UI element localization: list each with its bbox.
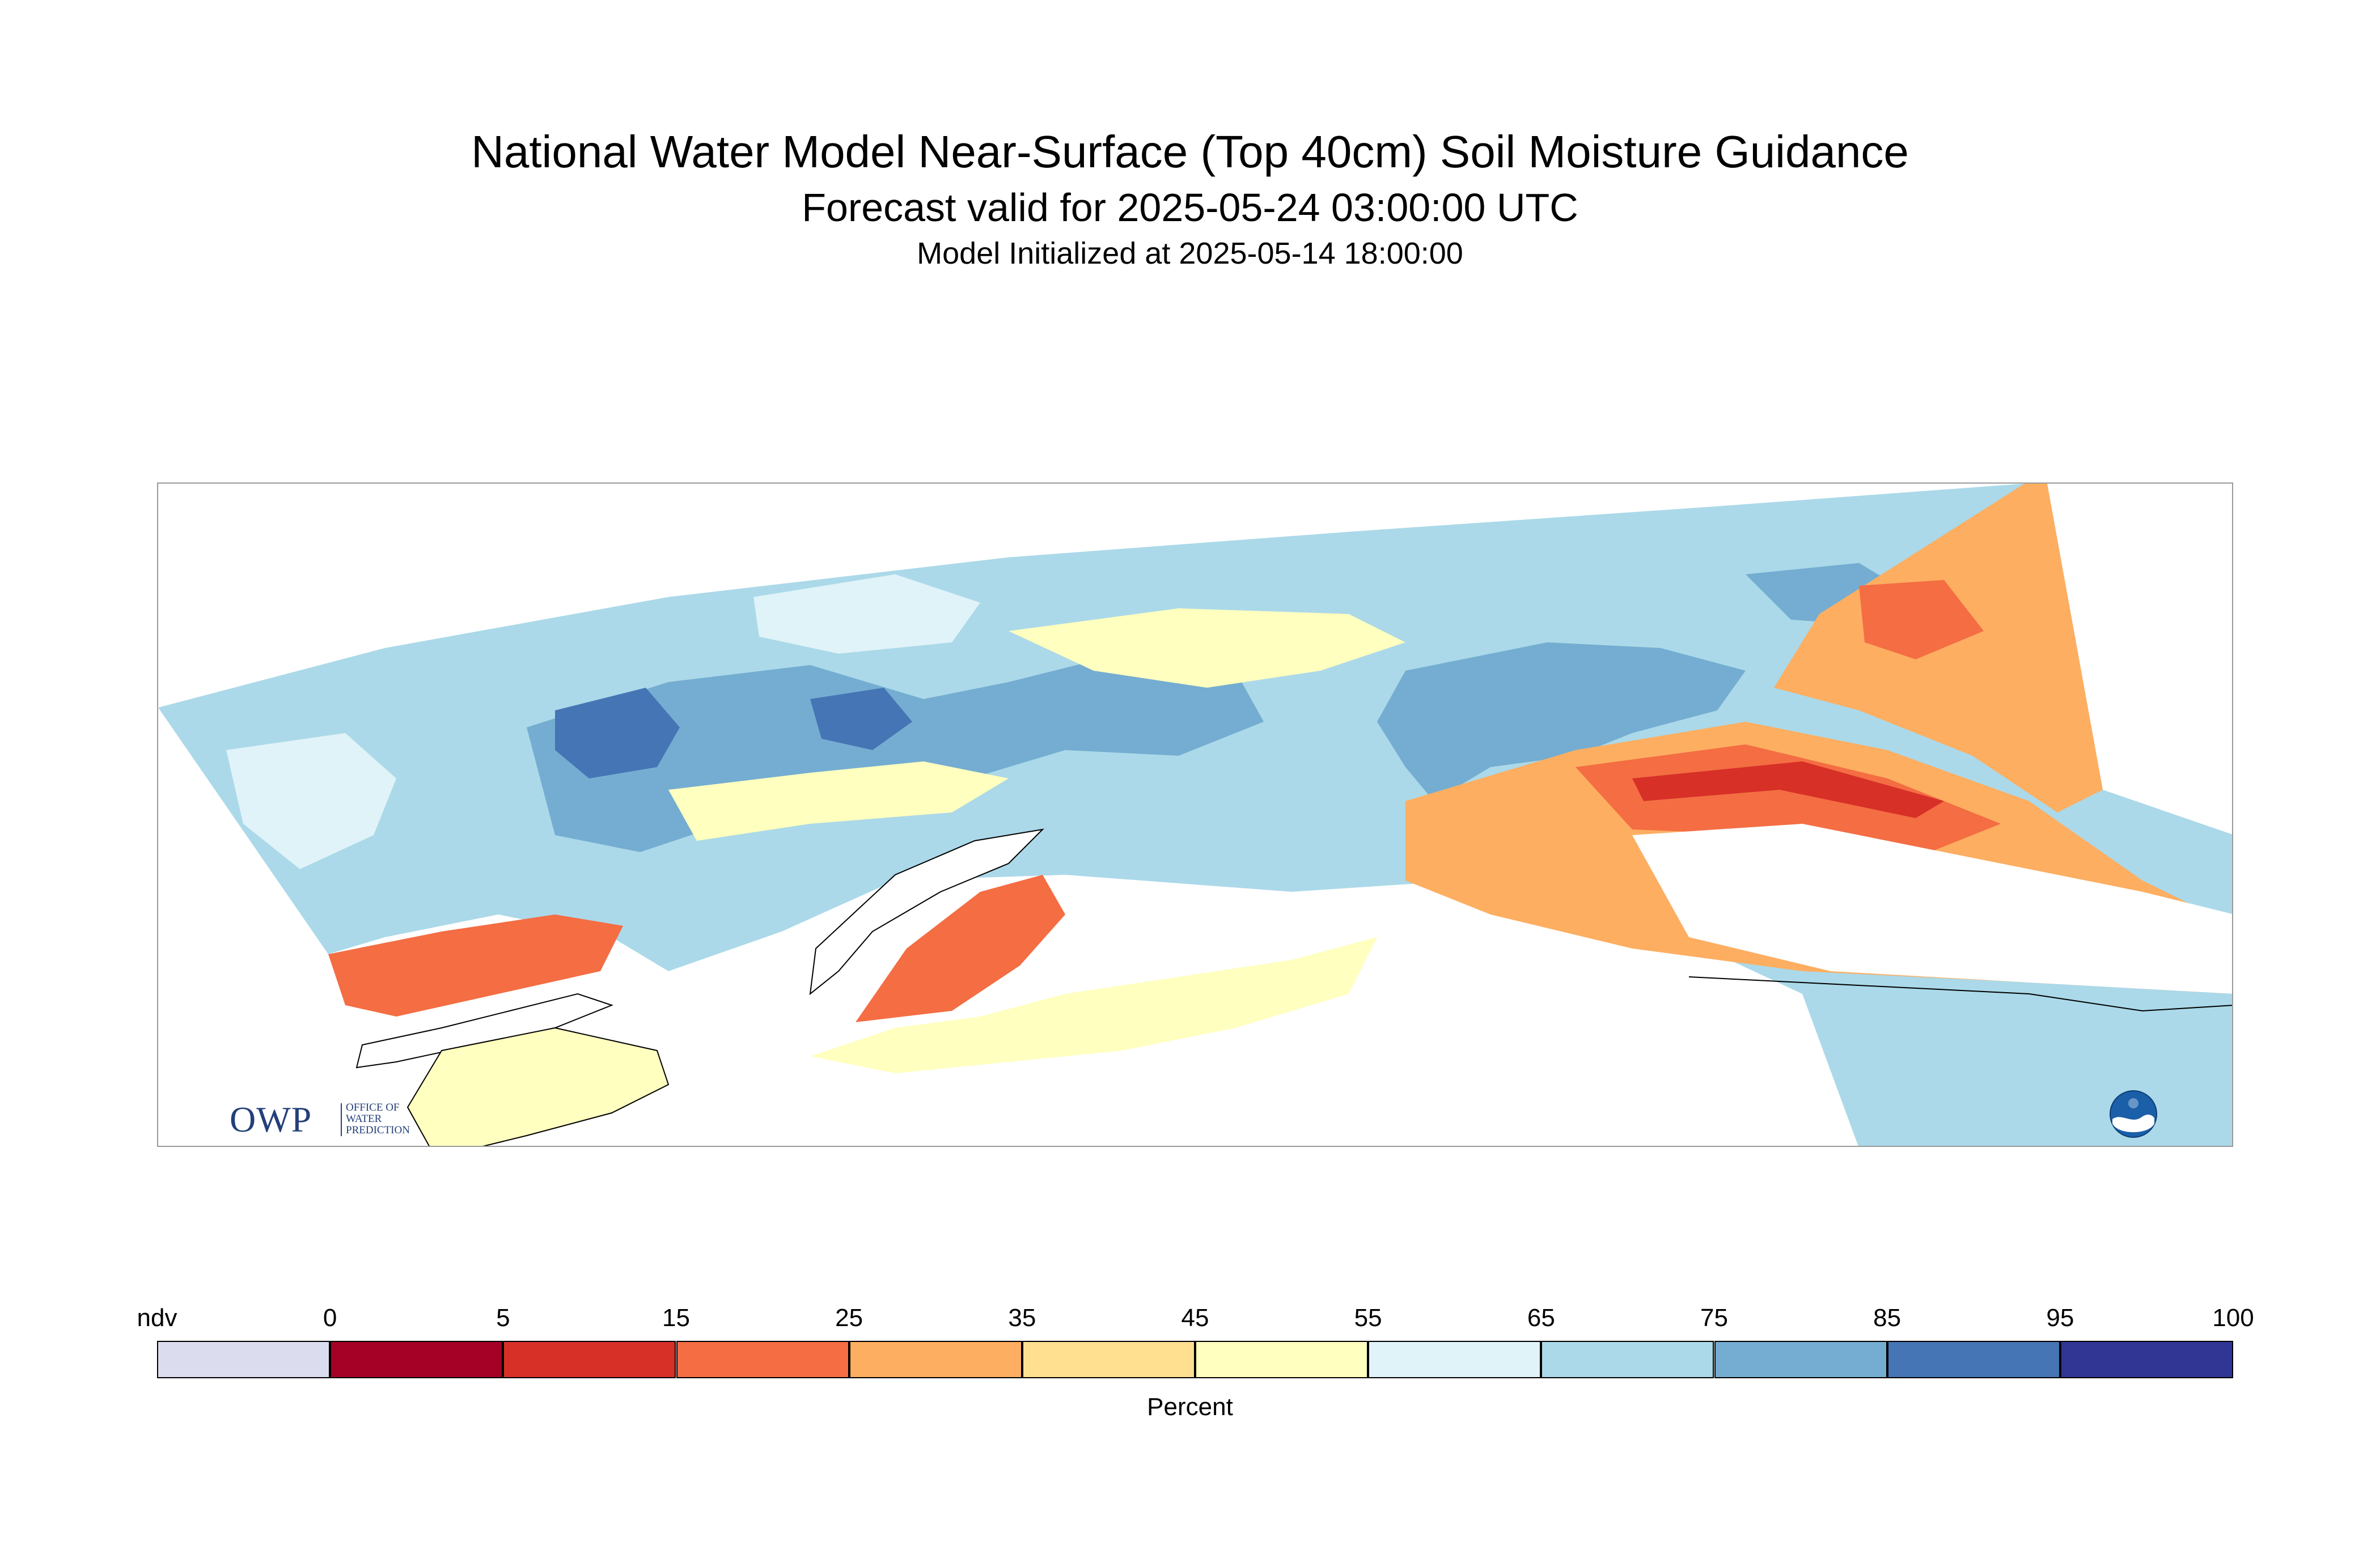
owp-line-3: Prediction xyxy=(346,1124,410,1136)
colorbar-tick-label: 55 xyxy=(1354,1304,1382,1332)
map-title: National Water Model Near-Surface (Top 4… xyxy=(471,126,1909,177)
colorbar-bin xyxy=(1195,1341,1369,1378)
south-darkred-streak xyxy=(1632,761,1944,818)
interior-blue-2 xyxy=(1377,642,1746,801)
glacier-white-1 xyxy=(1632,824,2232,994)
colorbar-label: Percent xyxy=(1147,1393,1233,1421)
soil-moisture-map xyxy=(157,482,2233,1147)
interior-darkblue xyxy=(555,688,680,778)
pale-yellow-1 xyxy=(1009,608,1405,688)
map-canvas xyxy=(158,484,2232,1146)
domain-northwest xyxy=(158,484,2232,1146)
colorbar-bin xyxy=(157,1341,331,1378)
coast-lower-left xyxy=(406,1027,670,1146)
colorbar-bin xyxy=(2060,1341,2233,1378)
colorbar-bin xyxy=(1887,1341,2060,1378)
colorbar-tick-label: 25 xyxy=(835,1304,863,1332)
colorbar-tick-label: 45 xyxy=(1181,1304,1209,1332)
colorbar-bin xyxy=(330,1341,503,1378)
colorbar-bin xyxy=(1541,1341,1714,1378)
southwest-orange xyxy=(328,914,623,1017)
colorbar-bin xyxy=(1368,1341,1542,1378)
interior-darkblue-2 xyxy=(810,688,912,750)
owp-divider xyxy=(341,1103,342,1136)
colorbar-tick-label: 0 xyxy=(323,1304,337,1332)
owp-logo: OWP Office of Water Prediction xyxy=(230,1100,434,1140)
pale-cyan-central xyxy=(753,574,980,654)
colorbar-tick-label: ndv xyxy=(137,1304,177,1332)
colorbar-bin xyxy=(1022,1341,1195,1378)
colorbar xyxy=(157,1341,2233,1381)
east-red-patch xyxy=(1859,580,1984,659)
colorbar-tick-label: 85 xyxy=(1873,1304,1902,1332)
south-red-band xyxy=(1576,744,2001,858)
colorbar-tick-label: 95 xyxy=(2046,1304,2074,1332)
colorbar-tick-label: 15 xyxy=(662,1304,690,1332)
colorbar-bin xyxy=(503,1341,676,1378)
south-coast-yellow xyxy=(810,937,1377,1073)
colorbar-bin xyxy=(849,1341,1022,1378)
peninsula-red xyxy=(856,875,1065,1022)
colorbar-tick-label: 65 xyxy=(1527,1304,1555,1332)
coastline-east xyxy=(1688,976,2232,1012)
cook-inlet xyxy=(809,828,1044,996)
colorbar-bin xyxy=(676,1341,849,1378)
owp-line-1: Office of xyxy=(346,1102,400,1113)
colorbar-tick-label: 35 xyxy=(1008,1304,1036,1332)
colorbar-tick-label: 100 xyxy=(2212,1304,2254,1332)
colorbar-bin xyxy=(1714,1341,1887,1378)
pale-cyan-west xyxy=(226,733,396,869)
model-init-time: Model Initialized at 2025-05-14 18:00:00 xyxy=(917,236,1463,270)
owp-wordmark: Office of Water Prediction xyxy=(346,1102,437,1136)
owp-mark: OWP xyxy=(230,1099,312,1140)
pale-yellow-2 xyxy=(668,761,1009,841)
colorbar-tick-label: 5 xyxy=(496,1304,510,1332)
forecast-valid-time: Forecast valid for 2025-05-24 03:00:00 U… xyxy=(802,185,1578,230)
colorbar-tick-label: 75 xyxy=(1700,1304,1728,1332)
noaa-logo-icon xyxy=(2110,1090,2157,1138)
bay-southwest xyxy=(355,993,613,1069)
owp-line-2: Water xyxy=(346,1113,382,1125)
